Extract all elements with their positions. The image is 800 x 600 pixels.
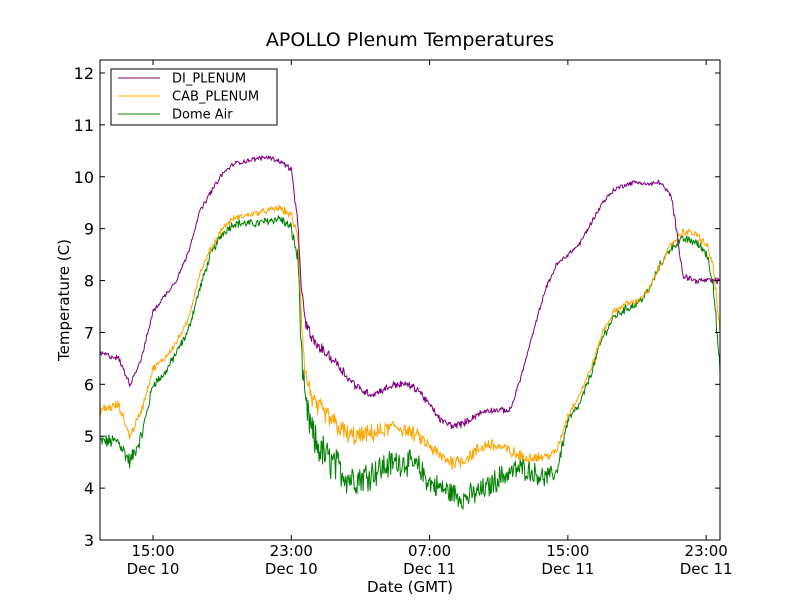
series-line-dome-air	[99, 215, 721, 510]
x-tick-label-date: Dec 11	[541, 560, 594, 578]
x-tick-label-date: Dec 10	[265, 560, 318, 578]
y-axis-label: Temperature (C)	[55, 239, 73, 362]
y-tick-label: 5	[84, 427, 94, 446]
y-tick-label: 3	[84, 531, 94, 550]
y-tick-label: 4	[84, 479, 94, 498]
x-tick-label-time: 15:00	[546, 542, 589, 560]
y-tick-label: 8	[84, 272, 94, 291]
x-tick-label-time: 23:00	[270, 542, 313, 560]
chart-title: APOLLO Plenum Temperatures	[266, 29, 554, 51]
y-tick-label: 9	[84, 220, 94, 239]
x-tick-label-date: Dec 10	[127, 560, 180, 578]
series-line-cab-plenum	[99, 204, 721, 470]
plot-frame	[99, 59, 721, 541]
legend-label: CAB_PLENUM	[172, 90, 259, 105]
legend: DI_PLENUM CAB_PLENUM Dome Air	[110, 68, 278, 126]
series-layer	[99, 155, 721, 510]
legend-label: Dome Air	[172, 108, 233, 123]
y-tick-label: 6	[84, 375, 94, 394]
x-tick-label-time: 15:00	[131, 542, 174, 560]
x-tick-label-date: Dec 11	[403, 560, 456, 578]
y-tick-label: 12	[74, 64, 94, 83]
y-tick-label: 11	[74, 116, 94, 135]
x-tick-label-time: 07:00	[408, 542, 451, 560]
legend-label: DI_PLENUM	[172, 72, 246, 87]
series-line-di-plenum	[99, 155, 721, 430]
x-tick-label-time: 23:00	[685, 542, 728, 560]
x-axis-label: Date (GMT)	[367, 578, 453, 596]
y-tick-label: 7	[84, 323, 94, 342]
x-tick-label-date: Dec 11	[680, 560, 733, 578]
y-tick-label: 10	[74, 168, 94, 187]
